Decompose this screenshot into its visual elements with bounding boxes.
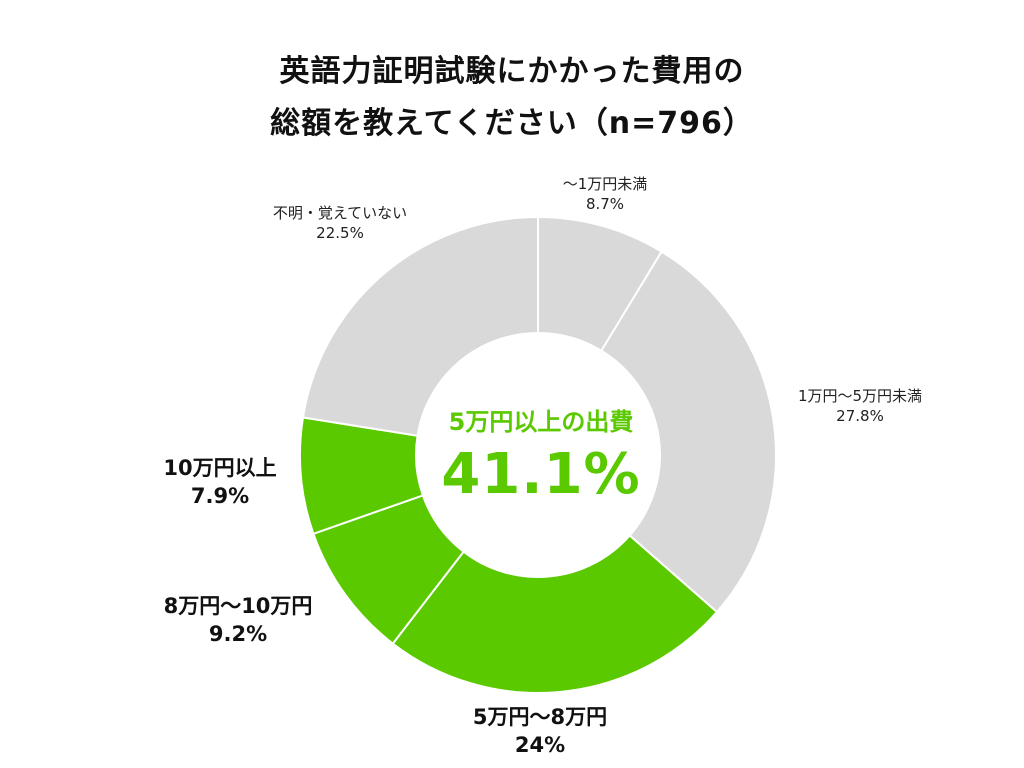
slice-category-label: 8万円～10万円 [163, 594, 313, 618]
center-summary-label: 5万円以上の出費 [448, 408, 634, 436]
slice-label-10k-50k: 1万円～5万円未満 27.8% [770, 386, 950, 427]
slice-label-80k-100k: 8万円～10万円 9.2% [138, 592, 338, 649]
slice-category-label: 10万円以上 [163, 456, 277, 480]
slice-category-label: ～1万円未満 [562, 175, 648, 193]
slice-value-label: 7.9% [190, 484, 250, 509]
center-summary-value: 41.1% [441, 442, 641, 507]
slice-label-50k-80k: 5万円～8万円 24% [460, 703, 620, 760]
slice-category-label: 5万円～8万円 [472, 705, 608, 729]
chart-title-line-2: 総額を教えてください（n=796） [270, 106, 754, 141]
slice-label-under-10k: ～1万円未満 8.7% [530, 174, 680, 215]
slice-value-label: 27.8% [836, 407, 884, 426]
slice-label-over-100k: 10万円以上 7.9% [130, 454, 310, 511]
slice-label-unknown: 不明・覚えていない 22.5% [250, 203, 430, 244]
slice-value-label: 24% [514, 733, 566, 758]
donut-slice-unknown [301, 215, 539, 437]
slice-value-label: 8.7% [585, 195, 625, 214]
slice-value-label: 22.5% [316, 224, 364, 243]
chart-title-line-1: 英語力証明試験にかかった費用の [279, 54, 745, 89]
donut-slice-50k-80k [391, 534, 719, 694]
donut-slice-10k-50k [599, 250, 777, 614]
slice-category-label: 不明・覚えていない [272, 204, 408, 222]
slice-category-label: 1万円～5万円未満 [797, 387, 923, 405]
slice-value-label: 9.2% [208, 622, 268, 647]
